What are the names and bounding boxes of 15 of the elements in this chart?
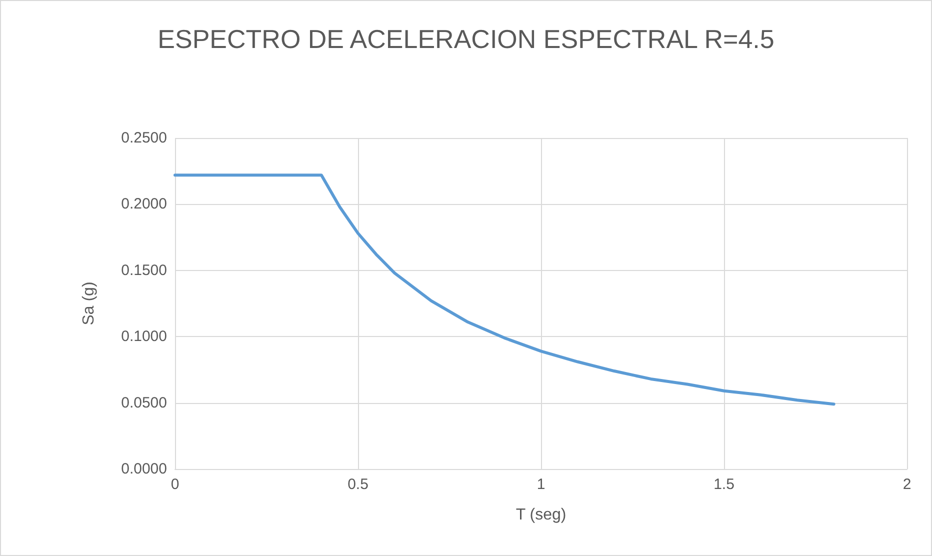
line-series [174, 174, 836, 406]
x-tick-label: 0.5 [348, 476, 368, 493]
x-tick-label: 1 [536, 476, 546, 493]
y-tick-label: 0.1000 [121, 328, 167, 346]
y-tick-label: 0.0500 [121, 394, 167, 412]
x-tick-label: 0 [170, 476, 180, 493]
y-axis-title: Sa (g) [80, 282, 98, 326]
chart-title: ESPECTRO DE ACELERACION ESPECTRAL R=4.5 [158, 24, 774, 54]
x-tick-label: 2 [902, 476, 912, 493]
y-tick-label: 0.2500 [121, 130, 167, 146]
x-axis-title: T (seg) [516, 506, 566, 524]
y-tick-label: 0.0000 [121, 460, 167, 478]
y-tick-label: 0.1500 [121, 262, 167, 279]
y-tick-label: 0.2000 [121, 196, 167, 213]
x-tick-label: 1.5 [714, 476, 734, 493]
